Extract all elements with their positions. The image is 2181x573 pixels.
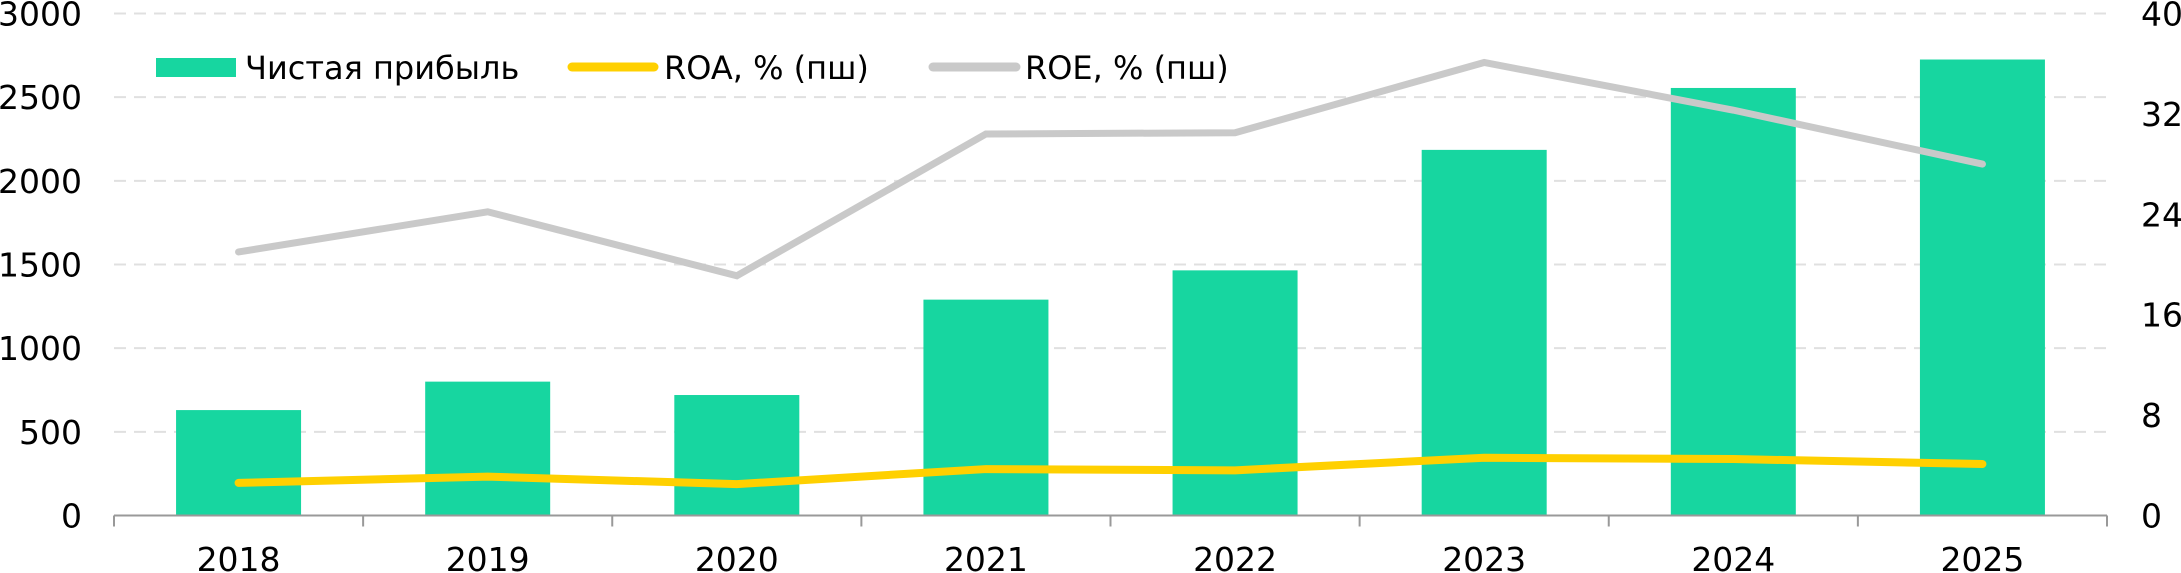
right-tick-label: 40 (2141, 0, 2181, 34)
bars (176, 59, 2045, 516)
bar-2020 (674, 395, 800, 516)
bar-2025 (1919, 59, 2045, 516)
legend-label-roe: ROE, % (пш) (1025, 49, 1229, 87)
line-roe (235, 58, 1986, 280)
legend-label-roa: ROA, % (пш) (664, 49, 869, 87)
x-tick-label: 2024 (1691, 540, 1775, 573)
bar-2019 (425, 381, 551, 516)
right-tick-label: 24 (2141, 195, 2181, 234)
right-tick-label: 32 (2141, 95, 2181, 134)
x-tick-label: 2021 (944, 540, 1028, 573)
left-tick-label: 500 (19, 413, 82, 452)
bar-2024 (1670, 87, 1796, 516)
x-tick-label: 2022 (1193, 540, 1277, 573)
line-roa (234, 453, 1987, 489)
left-tick-label: 1000 (0, 329, 82, 368)
right-tick-label: 8 (2141, 396, 2162, 435)
right-tick-label: 16 (2141, 296, 2181, 335)
bar-2018 (176, 410, 302, 516)
x-tick-label: 2025 (1940, 540, 2024, 573)
x-tick-label: 2019 (446, 540, 530, 573)
left-tick-label: 2500 (0, 78, 82, 117)
left-tick-label: 2000 (0, 162, 82, 201)
left-tick-label: 3000 (0, 0, 82, 34)
x-tick-label: 2018 (197, 540, 281, 573)
left-tick-label: 1500 (0, 246, 82, 285)
bar-2021 (923, 299, 1049, 516)
legend-swatch-net-profit (156, 58, 236, 77)
right-tick-label: 0 (2141, 497, 2162, 536)
legend-label-net-profit: Чистая прибыль (245, 49, 519, 87)
lines (234, 58, 1987, 489)
legend: Чистая прибыль ROA, % (пш) ROE, % (пш) (156, 49, 1229, 87)
bar-2022 (1172, 270, 1298, 516)
x-tick-label: 2023 (1442, 540, 1526, 573)
left-tick-label: 0 (61, 497, 82, 536)
x-tick-label: 2020 (695, 540, 779, 573)
